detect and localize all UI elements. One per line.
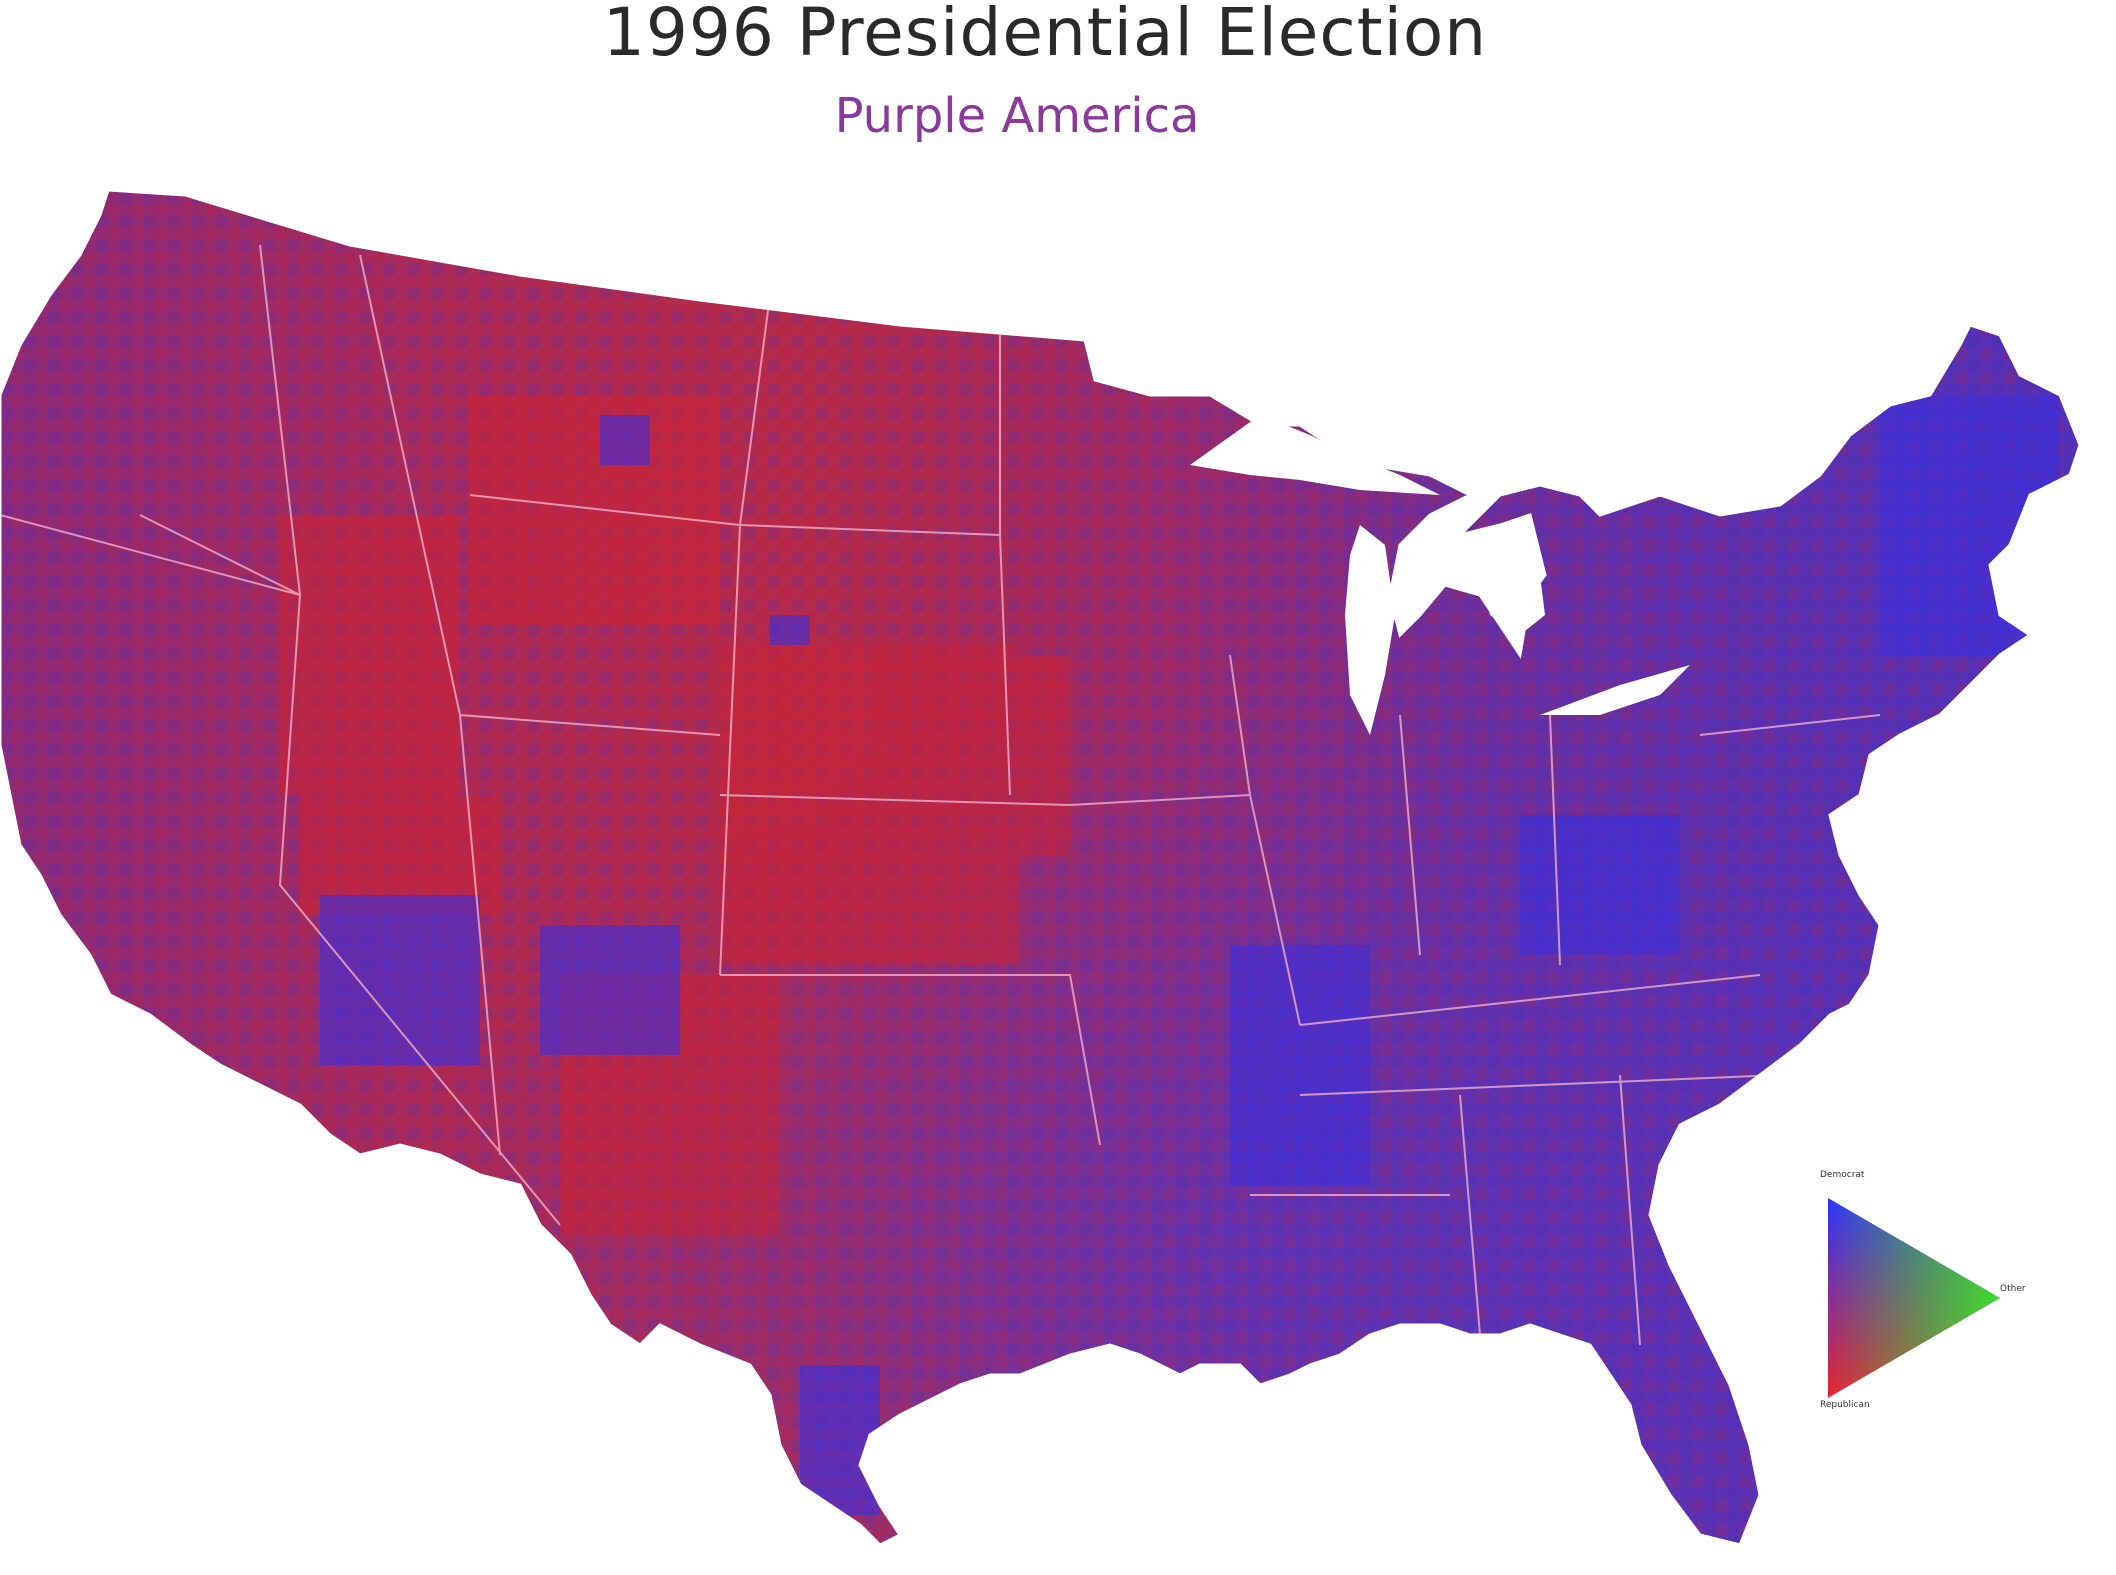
great-lakes (1190, 415, 1690, 735)
state-borders (0, 244, 1881, 1346)
us-map-svg (0, 188, 2082, 1547)
us-election-map (0, 95, 2116, 1547)
legend-label-other: Other (2000, 1284, 2026, 1294)
lake-superior (1190, 415, 1440, 495)
legend-triangle-green (1828, 1198, 2000, 1398)
legend-label-democrat: Democrat (1820, 1170, 1865, 1180)
legend-label-republican: Republican (1820, 1400, 1870, 1410)
page-subtitle: Purple America (834, 88, 1200, 144)
legend-triangle-svg (1828, 1198, 2000, 1398)
lake-erie (1540, 665, 1690, 715)
lake-michigan (1345, 525, 1395, 735)
lake-huron (1480, 565, 1545, 635)
red-regions (280, 395, 1070, 1235)
page-title: 1996 Presidential Election (602, 0, 1488, 71)
color-legend: Democrat Other Republican (1760, 1160, 2060, 1420)
